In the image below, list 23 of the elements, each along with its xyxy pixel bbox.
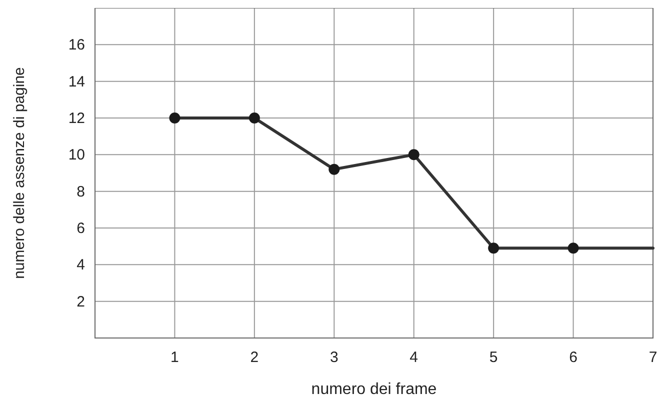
x-tick-label: 6 [569, 349, 578, 366]
point [408, 149, 420, 160]
y-tick-label: 6 [76, 220, 85, 237]
x-tick-label: 3 [330, 349, 338, 366]
y-tick-label: 14 [68, 73, 85, 90]
y-tick-label: 2 [76, 293, 85, 310]
y-tick-label: 4 [76, 256, 85, 274]
x-tick-label: 4 [410, 349, 418, 366]
point [169, 112, 180, 124]
y-tick-label: 16 [68, 36, 85, 54]
y-axis-title: numero delle assenze di pagine [11, 67, 28, 279]
point [328, 164, 340, 175]
x-tick-label: 2 [250, 349, 259, 366]
y-tick-label: 8 [76, 183, 85, 200]
x-axis-title: numero dei frame [311, 381, 437, 398]
point [248, 112, 260, 124]
y-tick-label: 10 [68, 146, 85, 164]
point [568, 242, 579, 254]
x-tick-label: 7 [648, 349, 658, 366]
y-tick-label: 12 [68, 110, 85, 127]
point [488, 242, 500, 254]
x-tick-label: 5 [489, 349, 498, 366]
x-tick-label: 1 [170, 349, 179, 366]
